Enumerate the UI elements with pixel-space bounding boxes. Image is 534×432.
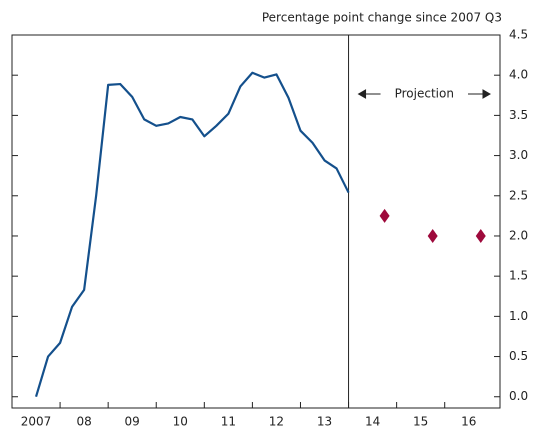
y-tick-label: 2.0: [509, 228, 528, 242]
projection-point: [427, 228, 438, 243]
x-tick-label: 12: [269, 415, 284, 429]
x-tick-label: 2007: [21, 415, 52, 429]
projection-label: Projection: [395, 87, 454, 101]
y-tick-label: 0.0: [509, 389, 528, 403]
y-tick-label: 3.5: [509, 108, 528, 122]
x-tick-label: 10: [173, 415, 188, 429]
y-tick-label: 1.5: [509, 269, 528, 283]
x-tick-label: 13: [317, 415, 332, 429]
projection-point: [475, 228, 486, 243]
x-tick-label: 16: [461, 415, 476, 429]
y-tick-label: 4.0: [509, 68, 528, 82]
y-tick-label: 2.5: [509, 188, 528, 202]
projection-arrow: [468, 89, 492, 99]
y-tick-label: 0.5: [509, 349, 528, 363]
projection-arrow: [357, 89, 381, 99]
projection-point: [379, 208, 390, 223]
x-tick-label: 11: [221, 415, 236, 429]
y-axis-label: Percentage point change since 2007 Q3: [262, 11, 502, 25]
y-tick-label: 4.5: [509, 28, 528, 42]
x-tick-label: 14: [365, 415, 380, 429]
y-tick-label: 1.0: [509, 309, 528, 323]
y-tick-label: 3.0: [509, 148, 528, 162]
x-tick-label: 15: [413, 415, 428, 429]
series-line: [34, 71, 350, 398]
x-tick-label: 08: [76, 415, 91, 429]
x-tick-label: 09: [125, 415, 140, 429]
plot-frame: [11, 34, 501, 409]
